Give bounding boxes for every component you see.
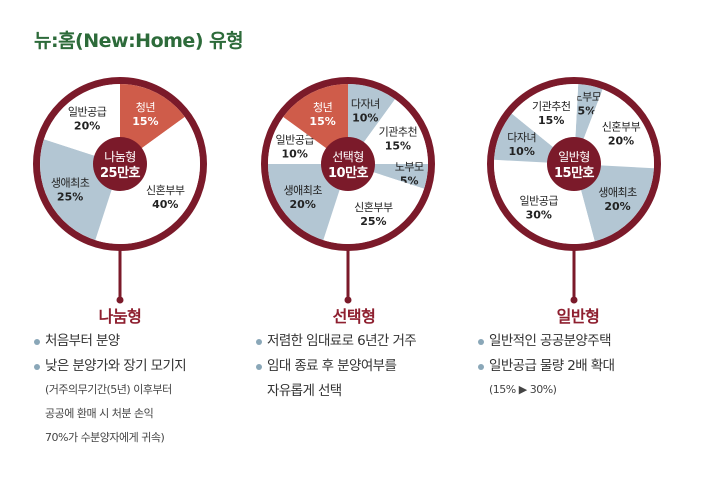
slice-label: 신혼부부	[602, 121, 641, 134]
slice-value: 20%	[608, 135, 634, 148]
center-disc	[547, 137, 601, 191]
stem-dot	[116, 296, 124, 304]
bullet-item: 일반적인 공공분양주택	[477, 329, 614, 354]
center-type-label: 일반형	[558, 150, 590, 164]
center-count-label: 25만호	[100, 165, 141, 181]
slice-label: 기관추천	[379, 125, 417, 139]
bullet-text: 처음부터 분양	[45, 333, 120, 349]
slice-value: 20%	[74, 120, 100, 133]
slice-value: 5%	[578, 104, 597, 117]
slice-value: 25%	[360, 215, 386, 228]
center-disc	[93, 137, 147, 191]
slice-label: 다자녀	[351, 98, 380, 111]
bullet-text: 일반적인 공공분양주택	[489, 333, 612, 349]
pie-slice	[43, 84, 120, 164]
bullet-text: 저렴한 임대료로 6년간 거주	[267, 333, 417, 349]
pie-ring	[33, 77, 207, 251]
pie-slice	[268, 164, 348, 241]
bullet-text: 낮은 분양가와 장기 모기지	[45, 358, 187, 374]
slice-label: 신혼부부	[354, 201, 393, 214]
slice-label: 일반공급	[68, 105, 107, 119]
slice-value: 10%	[352, 112, 378, 125]
slice-value: 10%	[509, 145, 535, 158]
slice-value: 25%	[57, 190, 83, 203]
slice-label: 노부모	[572, 90, 601, 103]
bullet-item: 낮은 분양가와 장기 모기지	[33, 354, 187, 379]
heading-nanum: 나눔형	[98, 307, 142, 326]
slice-label: 청년	[313, 101, 332, 114]
pie-slice	[574, 164, 654, 242]
stem-dot	[570, 296, 578, 304]
slice-label: 노부모	[395, 161, 424, 174]
note-line: (거주의무기간(5년) 이후부터	[45, 383, 172, 396]
center-type-label: 나눔형	[104, 150, 136, 164]
slice-label: 생애최초	[283, 184, 322, 197]
slice-label: 생애최초	[598, 186, 637, 199]
heading-seontaek: 선택형	[332, 307, 376, 326]
slice-value: 20%	[604, 200, 630, 213]
heading-ilban: 일반형	[556, 307, 600, 326]
slice-value: 15%	[132, 115, 158, 128]
slice-label: 신혼부부	[146, 184, 185, 197]
note-line: 70%가 수분양자에게 귀속)	[45, 431, 165, 444]
pie-slice	[95, 116, 200, 244]
slice-value: 30%	[526, 209, 552, 222]
center-type-label: 선택형	[332, 150, 364, 164]
note-line: 공공에 환매 시 처분 손익	[45, 407, 154, 420]
center-disc	[321, 137, 375, 191]
note-ilban: (15% ▶ 30%)	[489, 378, 557, 402]
slice-value: 15%	[538, 114, 564, 127]
note-line: (15% ▶ 30%)	[489, 383, 557, 396]
page-title: 뉴:홈(New:Home) 유형	[34, 30, 244, 52]
center-count-label: 15만호	[554, 165, 595, 181]
slice-label: 일반공급	[520, 194, 559, 208]
stem-dot	[344, 296, 352, 304]
slice-value: 10%	[282, 148, 308, 161]
pie-ring	[261, 77, 435, 251]
slice-value: 15%	[385, 140, 411, 153]
slice-label: 생애최초	[51, 176, 90, 189]
bullet-text: 자유롭게 선택	[267, 383, 342, 399]
bullet-item: 저렴한 임대료로 6년간 거주	[255, 329, 417, 354]
slice-label: 기관추천	[532, 99, 570, 113]
slice-label: 청년	[136, 101, 155, 114]
bullet-text: 일반공급 물량 2배 확대	[489, 358, 615, 374]
bullet-item: 처음부터 분양	[33, 329, 186, 354]
slice-value: 20%	[290, 198, 316, 211]
slice-label: 다자녀	[507, 131, 536, 144]
slice-value: 15%	[309, 115, 335, 128]
pie-ring	[487, 77, 661, 251]
center-count-label: 10만호	[328, 165, 369, 181]
slice-value: 40%	[152, 198, 178, 211]
bullet-text: 임대 종료 후 분양여부를	[267, 358, 397, 374]
slice-label: 일반공급	[275, 133, 314, 147]
bullet-item: 일반공급 물량 2배 확대	[477, 354, 615, 379]
